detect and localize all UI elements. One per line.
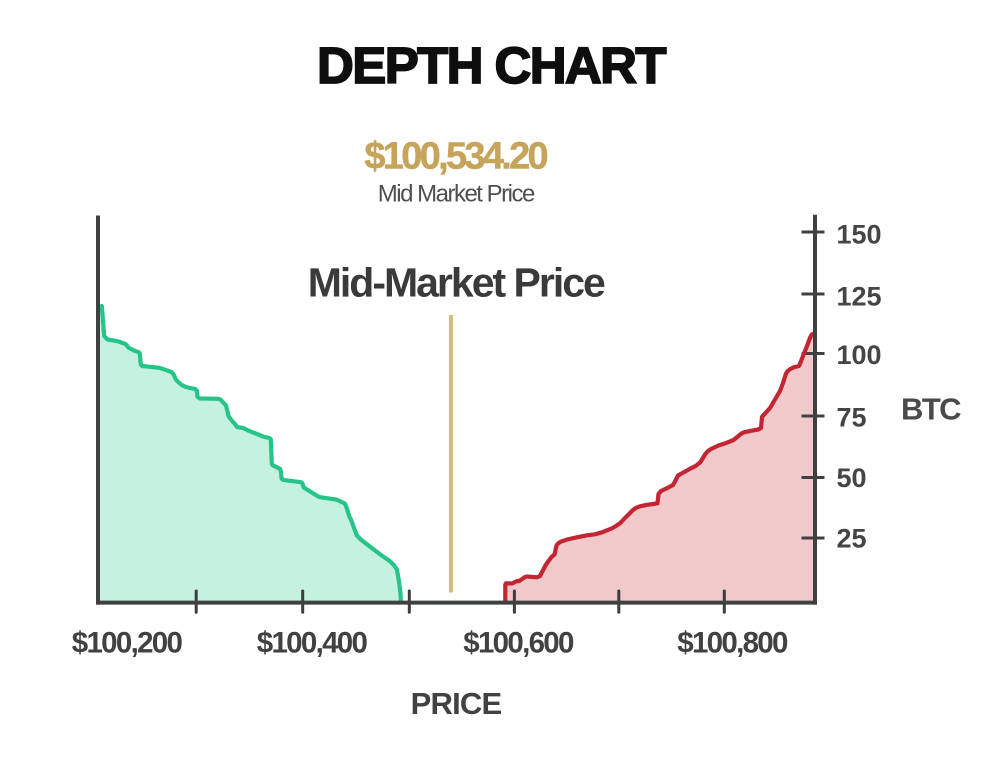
svg-text:25: 25 xyxy=(837,523,867,553)
svg-text:$100,200: $100,200 xyxy=(72,627,183,660)
svg-text:Mid-Market Price: Mid-Market Price xyxy=(308,259,605,305)
svg-text:DEPTH CHART: DEPTH CHART xyxy=(317,37,666,94)
svg-text:100: 100 xyxy=(837,340,882,370)
svg-text:$100,600: $100,600 xyxy=(463,627,574,660)
svg-text:$100,400: $100,400 xyxy=(257,627,368,660)
svg-text:150: 150 xyxy=(837,220,882,250)
svg-text:BTC: BTC xyxy=(901,392,961,427)
svg-text:$100,800: $100,800 xyxy=(677,627,788,660)
svg-text:Mid Market Price: Mid Market Price xyxy=(378,181,535,208)
svg-text:75: 75 xyxy=(837,403,867,433)
svg-text:PRICE: PRICE xyxy=(411,686,502,721)
svg-text:125: 125 xyxy=(837,281,882,311)
svg-text:$100,534.20: $100,534.20 xyxy=(364,135,547,177)
svg-text:50: 50 xyxy=(837,463,867,493)
